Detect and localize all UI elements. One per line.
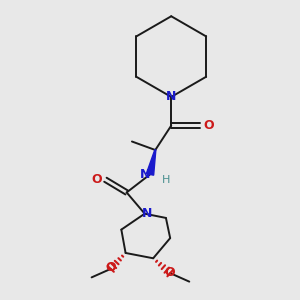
Text: N: N xyxy=(140,168,150,181)
Text: O: O xyxy=(165,266,175,279)
Text: O: O xyxy=(105,261,116,274)
Text: H: H xyxy=(162,175,170,185)
Text: N: N xyxy=(166,90,176,104)
Polygon shape xyxy=(146,150,156,175)
Text: O: O xyxy=(203,119,214,132)
Text: O: O xyxy=(92,173,102,186)
Text: N: N xyxy=(142,207,152,220)
